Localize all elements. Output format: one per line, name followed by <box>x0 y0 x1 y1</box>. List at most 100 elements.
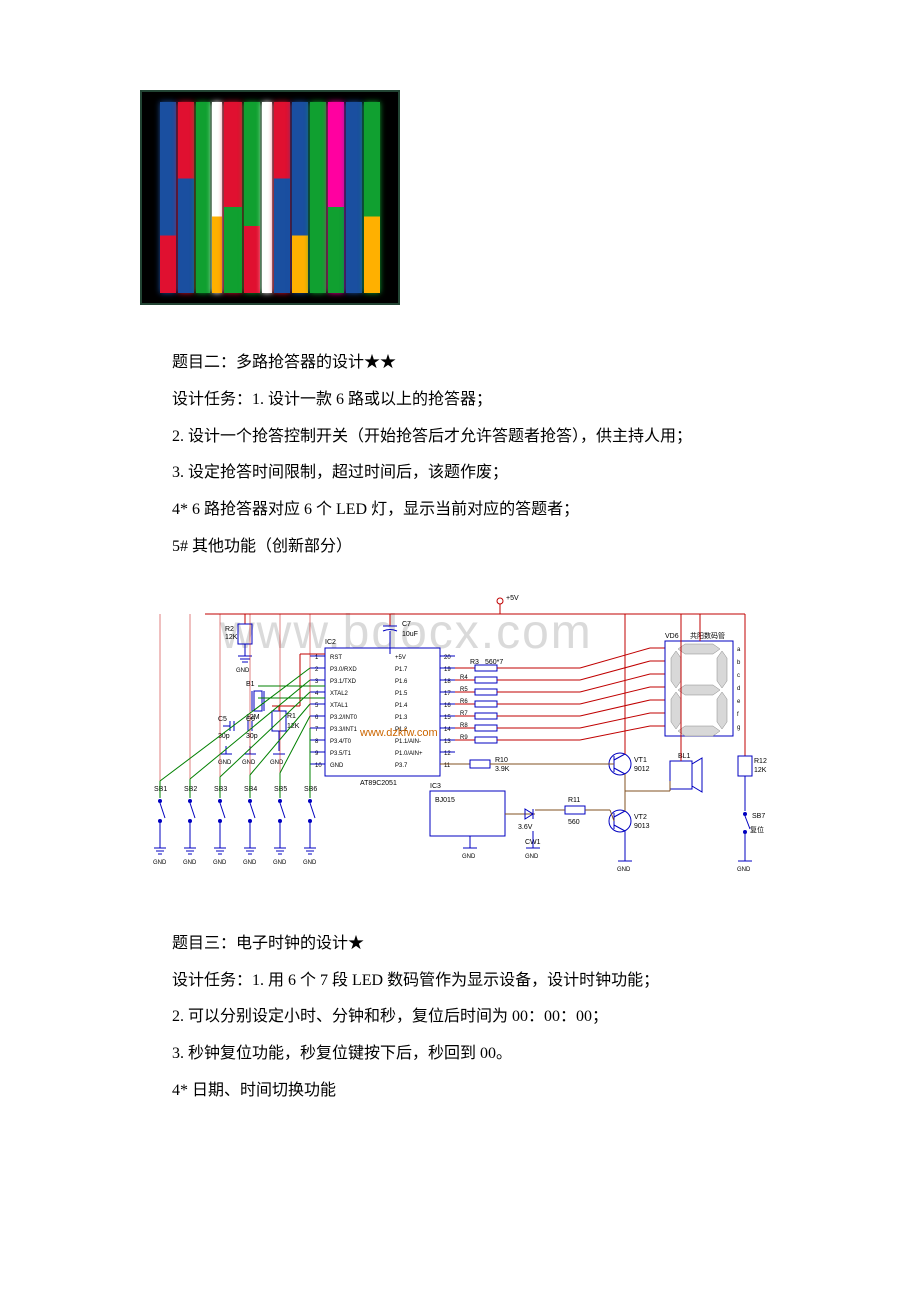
svg-text:c: c <box>737 673 740 679</box>
seg-e <box>671 692 681 729</box>
mcu-ref: IC2 <box>325 639 336 646</box>
svg-text:P3.1/TXD: P3.1/TXD <box>330 679 357 685</box>
svg-text:R6: R6 <box>460 699 468 705</box>
svg-text:SB1: SB1 <box>154 786 167 793</box>
r1-ref: R1 <box>287 713 296 720</box>
topic3-item3: 3. 秒钟复位功能，秒复位键按下后，秒回到 00。 <box>140 1036 780 1073</box>
svg-text:R8: R8 <box>460 723 468 729</box>
svg-text:d: d <box>737 686 740 692</box>
sb7-gnd: GND <box>737 867 751 873</box>
svg-text:GND: GND <box>303 860 317 866</box>
svg-text:XTAL1: XTAL1 <box>330 703 349 709</box>
topic2-item4: 4* 6 路抢答器对应 6 个 LED 灯，显示当前对应的答题者； <box>140 492 780 529</box>
topic3-task: 设计任务：1. 用 6 个 7 段 LED 数码管作为显示设备，设计时钟功能； <box>140 963 780 1000</box>
svg-text:+5V: +5V <box>395 655 406 661</box>
svg-text:P1.1/AIN-: P1.1/AIN- <box>395 739 421 745</box>
ic3-part: BJ015 <box>435 797 455 804</box>
seg-c <box>717 692 727 729</box>
mcu-part: AT89C2051 <box>360 780 397 787</box>
svg-text:GND: GND <box>330 763 344 769</box>
svg-text:R4: R4 <box>460 675 468 681</box>
svg-text:g: g <box>737 725 740 731</box>
topic3-item2: 2. 可以分别设定小时、分钟和秒，复位后时间为 00：00：00； <box>140 999 780 1036</box>
vt2-part: 9013 <box>634 823 650 830</box>
svg-text:SB3: SB3 <box>214 786 227 793</box>
vt2-ref: VT2 <box>634 814 647 821</box>
topic3-title: 题目三：电子时钟的设计★ <box>140 926 780 963</box>
bl1-ref: BL1 <box>678 753 691 760</box>
svg-text:SB5: SB5 <box>274 786 287 793</box>
vt2-gnd: GND <box>617 867 631 873</box>
led-photo <box>140 90 400 305</box>
seg-g <box>678 685 720 695</box>
svg-text:e: e <box>737 699 741 705</box>
svg-text:P1.3: P1.3 <box>395 715 408 721</box>
svg-text:SB6: SB6 <box>304 786 317 793</box>
ic3-ref: IC3 <box>430 783 441 790</box>
svg-text:SB2: SB2 <box>184 786 197 793</box>
svg-text:b: b <box>737 660 741 666</box>
c5-ref: C5 <box>218 716 227 723</box>
svg-text:P3.3/INT1: P3.3/INT1 <box>330 727 358 733</box>
xtal-ref: B1 <box>246 681 255 688</box>
svg-text:GND: GND <box>243 860 257 866</box>
c6-ref: C6 <box>246 716 255 723</box>
vd6-label: 共阳数码管 <box>690 631 725 640</box>
svg-text:XTAL2: XTAL2 <box>330 691 349 697</box>
svg-text:P1.0/AIN+: P1.0/AIN+ <box>395 751 423 757</box>
svg-text:P3.0/RXD: P3.0/RXD <box>330 667 357 673</box>
svg-text:SB4: SB4 <box>244 786 257 793</box>
r11-ref: R11 <box>568 797 580 804</box>
diode-v: 3.6V <box>518 824 533 831</box>
seg-a <box>678 644 720 654</box>
r12-val: 12K <box>754 767 767 774</box>
seg-f <box>671 651 681 688</box>
c7-ref: C7 <box>402 621 411 628</box>
svg-text:GND: GND <box>183 860 197 866</box>
r12-ref: R12 <box>754 758 767 765</box>
vt1-part: 9012 <box>634 766 650 773</box>
svg-text:R9: R9 <box>460 735 468 741</box>
topic2-task: 设计任务：1. 设计一款 6 路或以上的抢答器； <box>140 382 780 419</box>
sb7-label: 复位 <box>750 825 764 834</box>
r10-val: 3.9K <box>495 766 510 773</box>
topic2-item5: 5# 其他功能（创新部分） <box>140 529 780 566</box>
r2-val: 12K <box>225 634 238 641</box>
seg-d <box>678 726 720 736</box>
svg-text:a: a <box>737 647 741 653</box>
r2-gnd: GND <box>236 668 250 674</box>
topic2-item2: 2. 设计一个抢答控制开关（开始抢答后才允许答题者抢答），供主持人用； <box>140 419 780 456</box>
c7-val: 10uF <box>402 631 418 638</box>
sb7-ref: SB7 <box>752 813 765 820</box>
r11-val: 560 <box>568 819 580 826</box>
svg-text:P1.6: P1.6 <box>395 679 408 685</box>
power-label: +5V <box>506 595 519 602</box>
r1-gnd: GND <box>270 760 284 766</box>
svg-text:P1.4: P1.4 <box>395 703 408 709</box>
topic3-block: 题目三：电子时钟的设计★ 设计任务：1. 用 6 个 7 段 LED 数码管作为… <box>140 926 780 1110</box>
svg-text:P1.7: P1.7 <box>395 667 408 673</box>
r10-ref: R10 <box>495 757 508 764</box>
c6-val: 30p <box>246 733 258 740</box>
svg-text:f: f <box>737 712 739 718</box>
svg-text:P3.4/T0: P3.4/T0 <box>330 739 352 745</box>
svg-text:R5: R5 <box>460 687 468 693</box>
svg-text:RST: RST <box>330 655 342 661</box>
topic2-block: 题目二：多路抢答器的设计★★ 设计任务：1. 设计一款 6 路或以上的抢答器； … <box>140 345 780 566</box>
cw1-gnd: GND <box>525 854 539 860</box>
svg-text:GND: GND <box>213 860 227 866</box>
svg-text:P3.5/T1: P3.5/T1 <box>330 751 352 757</box>
topic2-item3: 3. 设定抢答时间限制，超过时间后，该题作废； <box>140 455 780 492</box>
seg-b <box>717 651 727 688</box>
watermark-small: www.dzkfw.com <box>359 727 438 739</box>
topic3-item4: 4* 日期、时间切换功能 <box>140 1073 780 1110</box>
svg-text:P3.2/INT0: P3.2/INT0 <box>330 715 358 721</box>
ic3-gnd: GND <box>462 854 476 860</box>
svg-text:P3.7: P3.7 <box>395 763 408 769</box>
svg-text:GND: GND <box>153 860 167 866</box>
svg-text:R7: R7 <box>460 711 468 717</box>
circuit-diagram: +5V R2 12K GND C7 10uF IC2 AT89C2051 RST… <box>130 586 790 896</box>
svg-text:P1.5: P1.5 <box>395 691 408 697</box>
svg-text:GND: GND <box>273 860 287 866</box>
vt1-ref: VT1 <box>634 757 647 764</box>
